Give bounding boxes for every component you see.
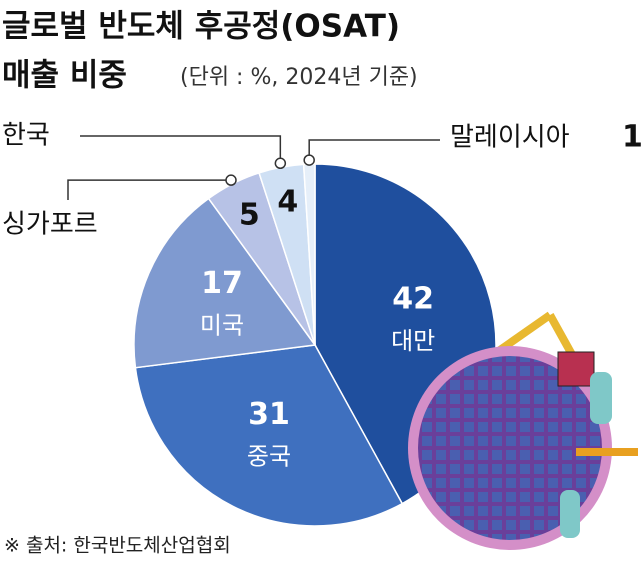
leader-line (67, 179, 227, 200)
value-label: 5 (239, 197, 260, 232)
slice-label: 중국 (247, 442, 291, 470)
slice-label: 미국 (200, 312, 244, 340)
leader-line (308, 139, 440, 156)
platform (576, 448, 638, 456)
slice-label: 대만 (391, 327, 435, 355)
value-label: 17 (201, 266, 243, 301)
pie-slice (134, 344, 404, 527)
wafer (418, 356, 602, 540)
source: ※ 출처: 한국반도체산업협회 (4, 535, 231, 557)
worker (560, 490, 580, 538)
pie-slice (133, 197, 317, 369)
leader-dot (225, 174, 237, 186)
pie (133, 163, 497, 527)
worker (590, 372, 612, 424)
leader-dot (274, 157, 287, 170)
slice-label: 싱가포르 (2, 210, 98, 240)
slice-label: 말레이시아 (450, 123, 570, 153)
value-label: 42 (392, 281, 434, 316)
slice-label: 한국 (2, 121, 50, 151)
chip (557, 351, 595, 387)
value-label: 31 (248, 397, 290, 432)
wafer-illustration (408, 311, 638, 550)
chart-subtitle: (단위 : %, 2024년 기준) (180, 65, 418, 90)
value-label: 4 (277, 184, 298, 219)
chart-title: 매출 비중 (2, 58, 127, 94)
leader-line (80, 135, 282, 159)
value-label: 1 (622, 120, 642, 155)
leader-dot (303, 154, 315, 166)
robot-arm (497, 311, 553, 354)
chart-title: 글로벌 반도체 후공정(OSAT) (2, 9, 400, 45)
